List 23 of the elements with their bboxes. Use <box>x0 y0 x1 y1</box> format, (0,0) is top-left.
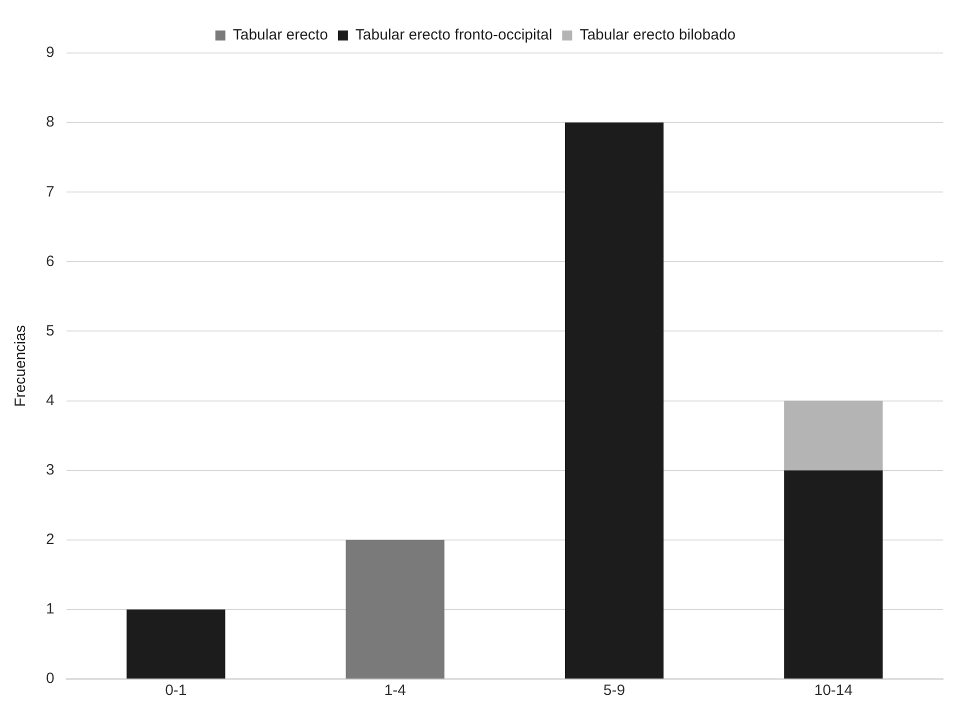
bar <box>784 470 883 678</box>
y-tick-label: 8 <box>46 114 54 131</box>
y-tick-label: 5 <box>46 322 54 340</box>
bar <box>564 122 664 678</box>
bar <box>346 540 444 678</box>
legend-label: Tabular erecto <box>232 26 328 44</box>
y-tick-label: 3 <box>46 461 54 478</box>
y-tick-label: 0 <box>46 670 54 688</box>
y-tick-label: 1 <box>46 600 54 618</box>
x-tick-label: 0-1 <box>165 682 187 700</box>
y-tick-label: 6 <box>46 252 54 270</box>
x-tick-label: 5-9 <box>603 682 626 700</box>
x-tick-label: 10-14 <box>814 682 853 700</box>
y-tick-label: 9 <box>46 44 54 62</box>
bar <box>784 400 883 470</box>
y-tick-label: 7 <box>46 183 54 200</box>
y-tick-label: 2 <box>46 531 54 548</box>
y-tick-label: 4 <box>46 392 54 409</box>
x-tick-label: 1-4 <box>384 682 406 700</box>
legend-label: Tabular erecto bilobado <box>580 26 736 44</box>
y-axis-title: Frecuencias <box>12 325 30 407</box>
bar <box>126 609 226 678</box>
legend-label: Tabular erecto fronto-occipital <box>355 26 552 44</box>
